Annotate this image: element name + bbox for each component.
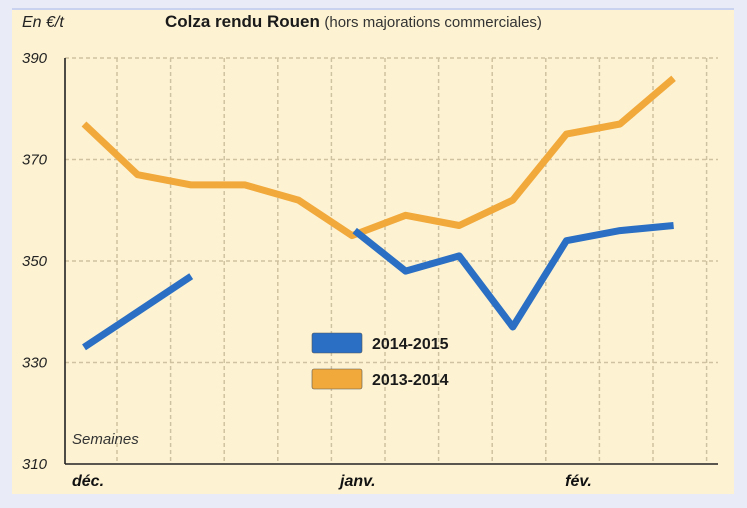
series-lines xyxy=(81,75,676,351)
legend-label-2013-2014: 2013-2014 xyxy=(372,372,449,389)
x-tick-labels: déc. janv. fév. xyxy=(72,473,592,490)
y-tick-label: 390 xyxy=(22,50,48,67)
x-tick-label: janv. xyxy=(338,473,376,490)
y-axis-unit-label: En €/t xyxy=(22,14,64,31)
y-tick-label: 310 xyxy=(22,456,48,473)
y-tick-labels: 390 370 350 330 310 xyxy=(22,50,48,473)
axes xyxy=(64,58,718,465)
chart-title-main: Colza rendu Rouen xyxy=(165,12,320,31)
series-line-2013-2014 xyxy=(81,75,676,240)
y-tick-label: 370 xyxy=(22,152,48,169)
grid-lines xyxy=(65,57,718,464)
x-tick-label: déc. xyxy=(72,473,104,490)
x-tick-label: fév. xyxy=(565,473,592,490)
chart-title: Colza rendu Rouen (hors majorations comm… xyxy=(165,12,542,32)
x-axis-label: Semaines xyxy=(72,431,139,448)
chart-panel xyxy=(12,8,734,494)
y-tick-label: 350 xyxy=(22,253,48,270)
y-tick-label: 330 xyxy=(22,355,48,372)
legend-swatch-2014-2015 xyxy=(311,332,363,354)
chart-subtitle: (hors majorations commerciales) xyxy=(324,14,542,31)
legend-label-2014-2015: 2014-2015 xyxy=(372,336,449,353)
series-line-2014-2015 xyxy=(352,222,674,331)
legend: 2014-2015 2013-2014 xyxy=(311,332,449,390)
legend-swatch-2013-2014 xyxy=(311,368,363,390)
